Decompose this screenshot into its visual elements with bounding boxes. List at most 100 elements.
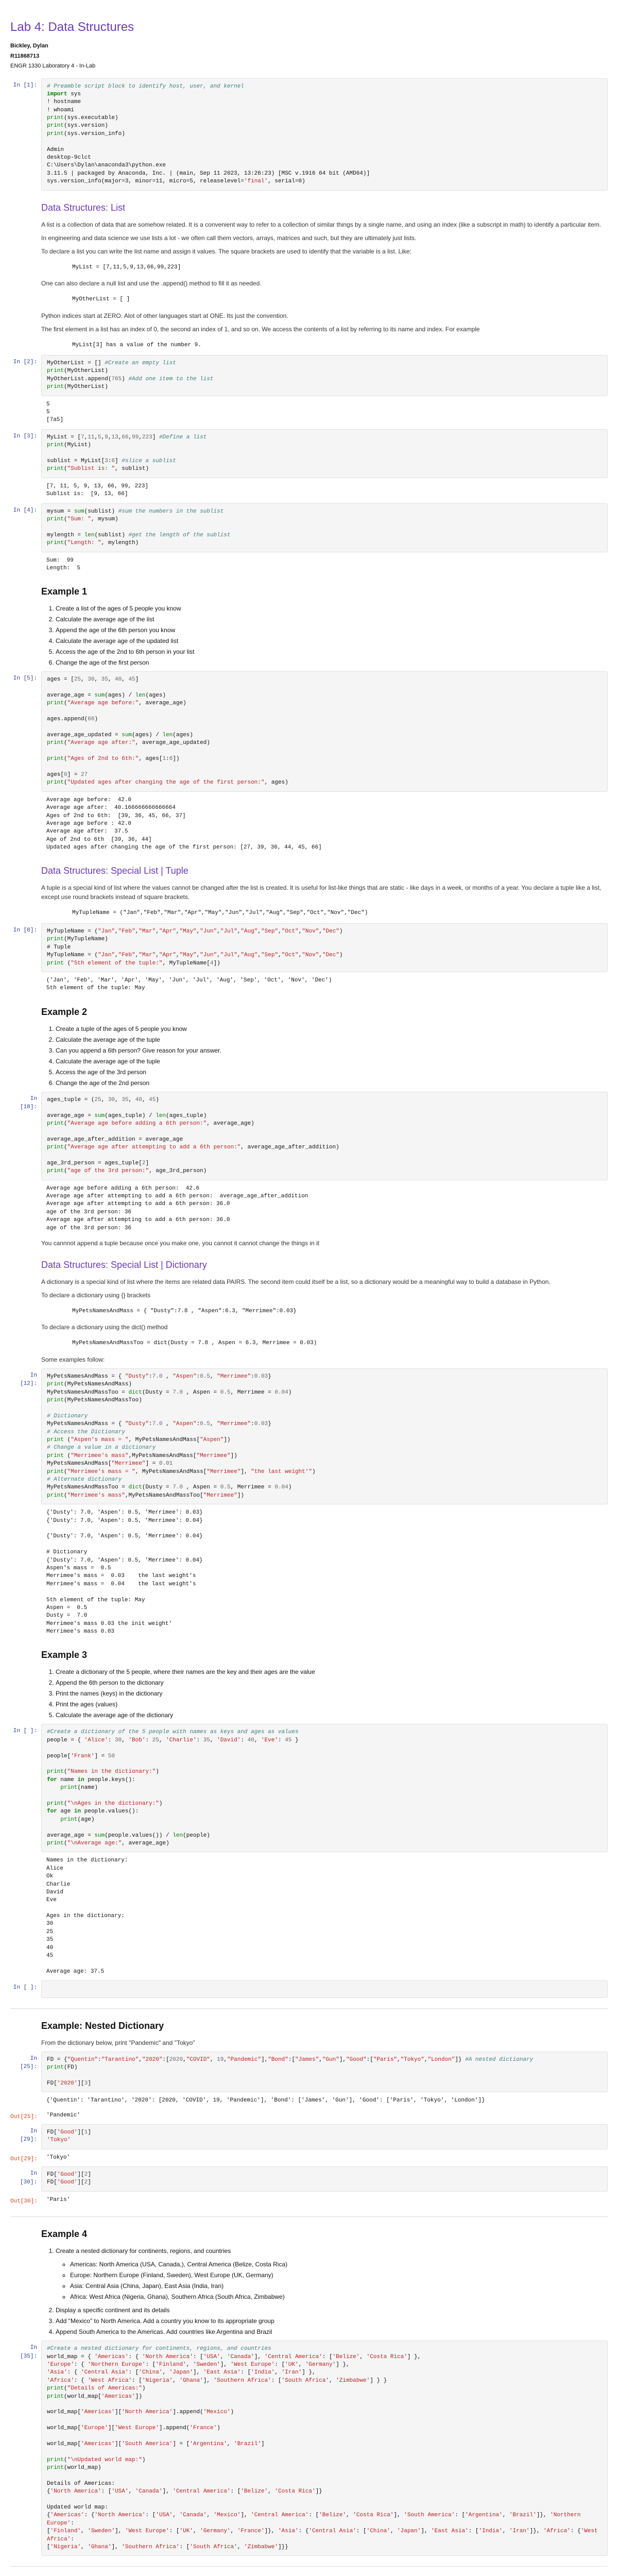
- section-ex3: Example 3: [41, 1648, 608, 1662]
- list-item: Create a dictionary of the 5 people, whe…: [56, 1667, 608, 1676]
- section-nested: Example: Nested Dictionary: [41, 2019, 608, 2033]
- output-text: {'Quentin': 'Tarantino', '2020': [2020, …: [41, 2095, 608, 2107]
- code-cell: In [29]: FD['Good'][1] 'Tokyo': [10, 2124, 608, 2149]
- output-text: 'Paris': [41, 2194, 608, 2206]
- list-item: Create a nested dictionary for continent…: [56, 2246, 608, 2301]
- divider: [10, 2216, 608, 2217]
- text: You cannnot append a tuple because once …: [41, 1239, 608, 1248]
- prompt-blank: [10, 1183, 41, 1234]
- ex4-list: Create a nested dictionary for continent…: [56, 2246, 608, 2336]
- output-cell: 5 5 [7a5]: [10, 399, 608, 427]
- code-input[interactable]: # Preamble script block to identify host…: [41, 78, 608, 191]
- section-ex1: Example 1: [41, 585, 608, 599]
- list-item: Africa: West Africa (Nigeria, Ghana), So…: [70, 2292, 608, 2301]
- list-item: Can you append a 6th person? Give reason…: [56, 1046, 608, 1055]
- code-input[interactable]: #Create a dictionary of the 5 people wit…: [41, 1724, 608, 1852]
- divider: [10, 2008, 608, 2009]
- prompt-in: In [8]:: [10, 923, 41, 972]
- code-snippet: MyPetsNamesAndMassToo = dict(Dusty = 7.8…: [72, 1336, 608, 1351]
- text: A dictionary is a special kind of list w…: [41, 1277, 608, 1286]
- list-item: Change the age of the 2nd person: [56, 1078, 608, 1088]
- text: The first element in a list has an index…: [41, 325, 608, 334]
- prompt-blank: [10, 2095, 41, 2107]
- text: Python indices start at ZERO. Alot of ot…: [41, 311, 608, 320]
- code-input[interactable]: MyTupleName = ("Jan","Feb","Mar","Apr","…: [41, 923, 608, 972]
- code-input[interactable]: mysum = sum(sublist) #sum the numbers in…: [41, 503, 608, 552]
- prompt-out: Out[30]:: [10, 2194, 41, 2206]
- output-text: ('Jan', 'Feb', 'Mar', 'Apr', 'May', 'Jun…: [41, 975, 608, 995]
- output-cell: Out[25]: 'Pandemic': [10, 2110, 608, 2122]
- code-input[interactable]: FD['Good'][2] FD['Good'][2]: [41, 2166, 608, 2192]
- code-cell: In [ ]:: [10, 1980, 608, 1997]
- list-item: Calculate the average age of the tuple: [56, 1057, 608, 1066]
- prompt-in: In [ ]:: [10, 1980, 41, 1997]
- code-input[interactable]: #Create a nested dictionary for continen…: [41, 2341, 608, 2556]
- code-input[interactable]: FD = {"Quentin":"Tarantino","2020":[2020…: [41, 2052, 608, 2093]
- list-item: Print the names (keys) in the dictionary: [56, 1689, 608, 1698]
- code-snippet: MyPetsNamesAndMass = { "Dusty":7.8 , "As…: [72, 1304, 608, 1319]
- code-cell: In [12]: MyPetsNamesAndMass = { "Dusty":…: [10, 1368, 608, 1504]
- list-item: Append the age of the 6th person you kno…: [56, 625, 608, 635]
- code-input[interactable]: MyOtherList = [] #Create an empty list p…: [41, 355, 608, 396]
- code-input[interactable]: ages_tuple = (25, 30, 35, 40, 45) averag…: [41, 1092, 608, 1180]
- output-text: Average age before adding a 6th person: …: [41, 1183, 608, 1234]
- prompt-in: In [2]:: [10, 355, 41, 396]
- code-cell: In [3]: MyList = [7,11,5,9,13,66,99,223]…: [10, 429, 608, 478]
- text: A list is a collection of data that are …: [41, 220, 608, 229]
- section-dict: Data Structures: Special List | Dictiona…: [41, 1258, 608, 1272]
- author: Bickley, Dylan: [10, 42, 608, 50]
- output-cell: {'Quentin': 'Tarantino', '2020': [2020, …: [10, 2095, 608, 2107]
- prompt-in: In [25]:: [10, 2052, 41, 2093]
- list-item: Calculate the average age of the tuple: [56, 1035, 608, 1044]
- list-item: Access the age of the 3rd person: [56, 1067, 608, 1077]
- output-text: [7, 11, 5, 9, 13, 66, 99, 223] Sublist i…: [41, 481, 608, 501]
- output-text: 5 5 [7a5]: [41, 399, 608, 427]
- list-item: Create a tuple of the ages of 5 people y…: [56, 1024, 608, 1033]
- list-item: Append the 6th person to the dictionary: [56, 1678, 608, 1687]
- list-item: Append South America to the Americas. Ad…: [56, 2327, 608, 2336]
- divider: [10, 2566, 608, 2567]
- code-snippet: MyTupleName = ("Jan","Feb","Mar","Apr","…: [72, 906, 608, 921]
- code-cell: In [25]: FD = {"Quentin":"Tarantino","20…: [10, 2052, 608, 2093]
- section-tuple: Data Structures: Special List | Tuple: [41, 864, 608, 878]
- page-title: Lab 4: Data Structures: [10, 18, 608, 37]
- text: One can also declare a null list and use…: [41, 279, 608, 288]
- code-cell: In [30]: FD['Good'][2] FD['Good'][2]: [10, 2166, 608, 2192]
- code-input[interactable]: ages = [25, 30, 35, 40, 45] average_age …: [41, 671, 608, 791]
- output-cell: Out[29]: 'Tokyo': [10, 2152, 608, 2164]
- text: To declare a dictionary using {} bracket…: [41, 1291, 608, 1300]
- code-cell: In [5]: ages = [25, 30, 35, 40, 45] aver…: [10, 671, 608, 791]
- sublist: Americas: North America (USA, Canada,), …: [70, 2260, 608, 2301]
- section-ex2: Example 2: [41, 1005, 608, 1019]
- prompt-in: In [12]:: [10, 1368, 41, 1504]
- ex2-list: Create a tuple of the ages of 5 people y…: [56, 1024, 608, 1088]
- list-item: Add "Mexico" to North America. Add a cou…: [56, 2316, 608, 2326]
- prompt-in: In [3]:: [10, 429, 41, 478]
- code-input[interactable]: [41, 1980, 608, 1997]
- prompt-out: Out[25]:: [10, 2110, 41, 2122]
- output-text: {'Dusty': 7.0, 'Aspen': 0.5, 'Merrimee':…: [41, 1507, 608, 1638]
- code-input[interactable]: FD['Good'][1] 'Tokyo': [41, 2124, 608, 2149]
- student-id: R11868713: [10, 52, 608, 61]
- ex1-list: Create a list of the ages of 5 people yo…: [56, 604, 608, 667]
- code-input[interactable]: MyPetsNamesAndMass = { "Dusty":7.0 , "As…: [41, 1368, 608, 1504]
- code-input[interactable]: MyList = [7,11,5,9,13,66,99,223] #Define…: [41, 429, 608, 478]
- notebook-container: Lab 4: Data Structures Bickley, Dylan R1…: [10, 18, 608, 2576]
- output-cell: Average age before adding a 6th person: …: [10, 1183, 608, 1234]
- code-cell: In [35]: #Create a nested dictionary for…: [10, 2341, 608, 2556]
- list-item: Print the ages (values): [56, 1700, 608, 1709]
- list-item: Americas: North America (USA, Canada,), …: [70, 2260, 608, 2269]
- code-cell: In [1]: # Preamble script block to ident…: [10, 78, 608, 191]
- prompt-blank: [10, 555, 41, 575]
- course-info: ENGR 1330 Laboratory 4 - In-Lab: [10, 62, 608, 71]
- output-cell: Names in the dictionary: Alice Ok Charli…: [10, 1855, 608, 1978]
- code-cell: In [2]: MyOtherList = [] #Create an empt…: [10, 355, 608, 396]
- text: A tuple is a special kind of list where …: [41, 883, 608, 902]
- prompt-in: In [35]:: [10, 2341, 41, 2556]
- prompt-blank: [10, 975, 41, 995]
- list-item: Asia: Central Asia (China, Japan), East …: [70, 2281, 608, 2291]
- prompt-in: In [4]:: [10, 503, 41, 552]
- code-snippet: MyList = [7,11,5,9,13,66,99,223]: [72, 260, 608, 275]
- prompt-blank: [10, 1855, 41, 1978]
- prompt-in: In [5]:: [10, 671, 41, 791]
